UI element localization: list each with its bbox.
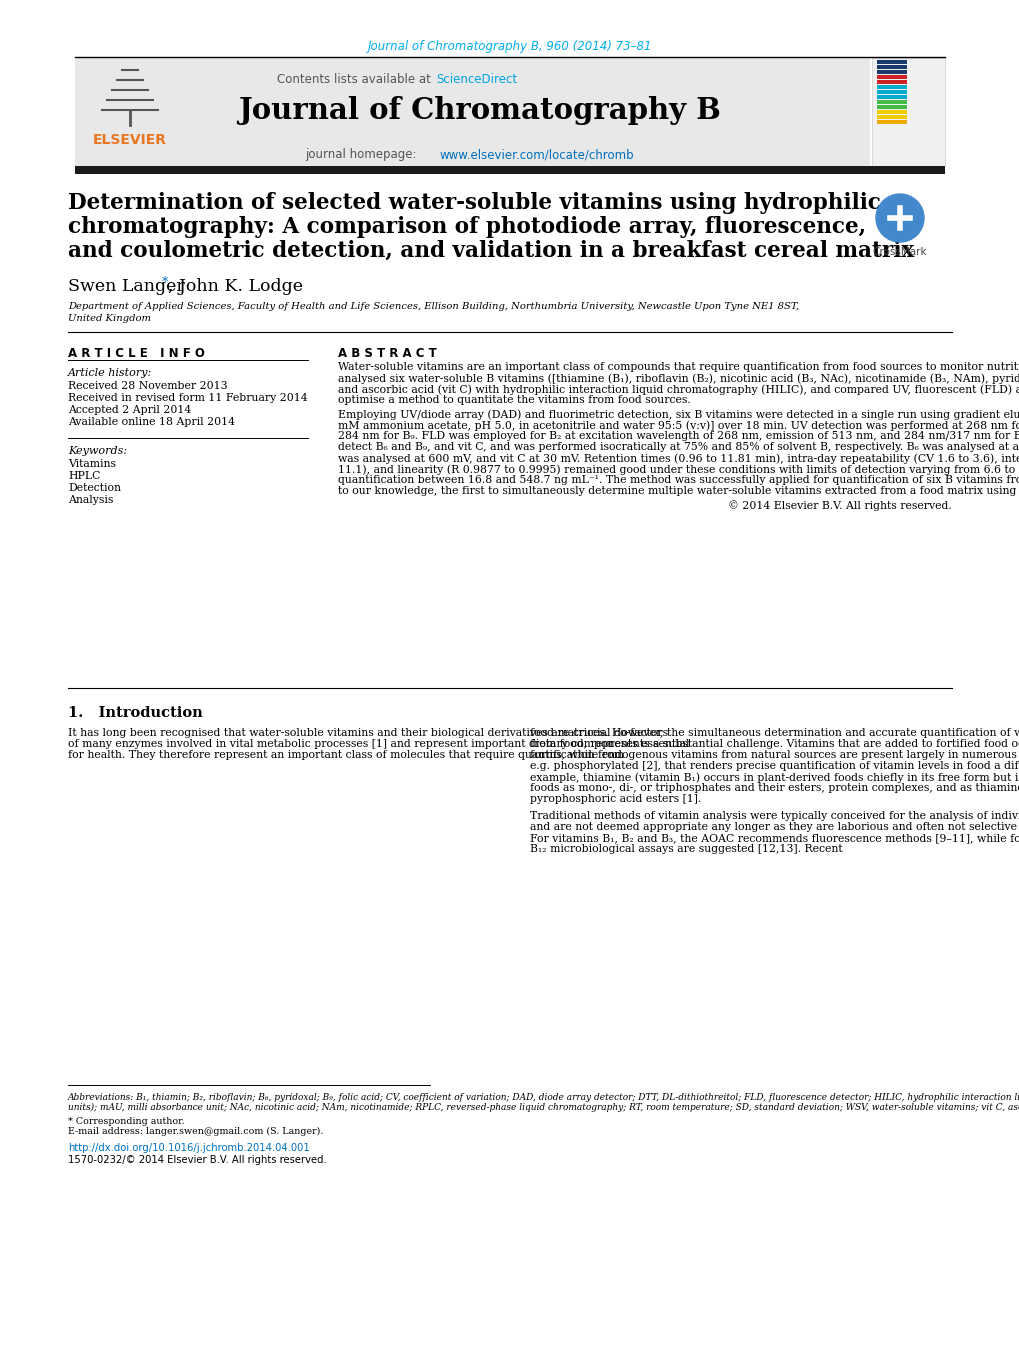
Text: and are not deemed appropriate any longer as they are laborious and often not se: and are not deemed appropriate any longe… xyxy=(530,821,1019,832)
Text: CrossMark: CrossMark xyxy=(872,247,926,257)
Text: ELSEVIER: ELSEVIER xyxy=(93,132,167,147)
Bar xyxy=(876,91,906,95)
Bar xyxy=(876,85,906,89)
Text: foods as mono-, di-, or triphosphates and their esters, protein complexes, and a: foods as mono-, di-, or triphosphates an… xyxy=(530,784,1019,793)
Text: United Kingdom: United Kingdom xyxy=(68,313,151,323)
Text: www.elsevier.com/locate/chromb: www.elsevier.com/locate/chromb xyxy=(439,149,634,161)
Bar xyxy=(75,166,944,174)
Text: Vitamins: Vitamins xyxy=(68,459,116,469)
Text: Traditional methods of vitamin analysis were typically conceived for the analysi: Traditional methods of vitamin analysis … xyxy=(530,811,1019,821)
Text: pyrophosphoric acid esters [1].: pyrophosphoric acid esters [1]. xyxy=(530,794,701,804)
Text: optimise a method to quantitate the vitamins from food sources.: optimise a method to quantitate the vita… xyxy=(337,394,690,405)
Text: e.g. phosphorylated [2], that renders precise quantification of vitamin levels i: e.g. phosphorylated [2], that renders pr… xyxy=(530,761,1019,771)
Text: Swen Langer: Swen Langer xyxy=(68,278,184,295)
Text: detect B₆ and B₉, and vit C, and was performed isocratically at 75% and 85% of s: detect B₆ and B₉, and vit C, and was per… xyxy=(337,442,1019,453)
Bar xyxy=(876,76,906,78)
Bar xyxy=(871,58,944,166)
Text: Analysis: Analysis xyxy=(68,494,113,505)
Text: A B S T R A C T: A B S T R A C T xyxy=(337,347,436,359)
Bar xyxy=(876,80,906,84)
Text: from food, represents a substantial challenge. Vitamins that are added to fortif: from food, represents a substantial chal… xyxy=(530,739,1019,748)
Bar xyxy=(876,115,906,119)
Text: http://dx.doi.org/10.1016/j.jchromb.2014.04.001: http://dx.doi.org/10.1016/j.jchromb.2014… xyxy=(68,1143,310,1152)
Text: chromatography: A comparison of photodiode array, fluorescence,: chromatography: A comparison of photodio… xyxy=(68,216,865,238)
Text: Article history:: Article history: xyxy=(68,367,152,378)
Text: to our knowledge, the first to simultaneously determine multiple water-soluble v: to our knowledge, the first to simultane… xyxy=(337,486,1019,496)
Text: Accepted 2 April 2014: Accepted 2 April 2014 xyxy=(68,405,192,415)
Text: Contents lists available at: Contents lists available at xyxy=(277,73,434,86)
Text: Available online 18 April 2014: Available online 18 April 2014 xyxy=(68,417,234,427)
Bar xyxy=(876,109,906,113)
Text: B₁₂ microbiological assays are suggested [12,13]. Recent: B₁₂ microbiological assays are suggested… xyxy=(530,844,842,854)
Text: 1570-0232/© 2014 Elsevier B.V. All rights reserved.: 1570-0232/© 2014 Elsevier B.V. All right… xyxy=(68,1155,326,1165)
Text: , John K. Lodge: , John K. Lodge xyxy=(168,278,303,295)
Text: For vitamins B₁, B₂ and B₃, the AOAC recommends fluorescence methods [9–11], whi: For vitamins B₁, B₂ and B₃, the AOAC rec… xyxy=(530,834,1019,843)
Text: HPLC: HPLC xyxy=(68,471,100,481)
Text: Employing UV/diode array (DAD) and fluorimetric detection, six B vitamins were d: Employing UV/diode array (DAD) and fluor… xyxy=(337,409,1019,420)
Text: E-mail address: langer.swen@gmail.com (S. Langer).: E-mail address: langer.swen@gmail.com (S… xyxy=(68,1127,323,1136)
Text: and ascorbic acid (vit C) with hydrophilic interaction liquid chromatography (HI: and ascorbic acid (vit C) with hydrophil… xyxy=(337,384,1019,394)
Text: mM ammonium acetate, pH 5.0, in acetonitrile and water 95:5 (v:v)] over 18 min. : mM ammonium acetate, pH 5.0, in acetonit… xyxy=(337,420,1019,431)
Text: was analysed at 600 mV, and vit C at 30 mV. Retention times (0.96 to 11.81 min),: was analysed at 600 mV, and vit C at 30 … xyxy=(337,453,1019,463)
Text: journal homepage:: journal homepage: xyxy=(305,149,420,161)
Text: Received 28 November 2013: Received 28 November 2013 xyxy=(68,381,227,390)
Text: Keywords:: Keywords: xyxy=(68,446,127,457)
Text: Department of Applied Sciences, Faculty of Health and Life Sciences, Ellison Bui: Department of Applied Sciences, Faculty … xyxy=(68,303,798,311)
Text: Determination of selected water-soluble vitamins using hydrophilic: Determination of selected water-soluble … xyxy=(68,192,880,213)
Text: analysed six water-soluble B vitamins ([thiamine (B₁), riboflavin (B₂), nicotini: analysed six water-soluble B vitamins ([… xyxy=(337,373,1019,384)
Text: Detection: Detection xyxy=(68,484,121,493)
Text: for health. They therefore represent an important class of molecules that requir: for health. They therefore represent an … xyxy=(68,750,624,761)
Text: ScienceDirect: ScienceDirect xyxy=(435,73,517,86)
Text: Journal of Chromatography B: Journal of Chromatography B xyxy=(238,96,720,126)
Text: units); mAU, milli absorbance unit; NAc, nicotinic acid; NAm, nicotinamide; RPLC: units); mAU, milli absorbance unit; NAc,… xyxy=(68,1102,1019,1112)
Text: *: * xyxy=(162,276,168,289)
Text: A R T I C L E   I N F O: A R T I C L E I N F O xyxy=(68,347,205,359)
Text: © 2014 Elsevier B.V. All rights reserved.: © 2014 Elsevier B.V. All rights reserved… xyxy=(728,500,951,511)
Text: quantification between 16.8 and 548.7 ng mL⁻¹. The method was successfully appli: quantification between 16.8 and 548.7 ng… xyxy=(337,476,1019,485)
Text: example, thiamine (vitamin B₁) occurs in plant-derived foods chiefly in its free: example, thiamine (vitamin B₁) occurs in… xyxy=(530,771,1019,782)
Text: 1.   Introduction: 1. Introduction xyxy=(68,707,203,720)
Circle shape xyxy=(875,195,923,242)
Text: food matrices. However, the simultaneous determination and accurate quantificati: food matrices. However, the simultaneous… xyxy=(530,728,1019,738)
Text: 11.1), and linearity (R 0.9877 to 0.9995) remained good under these conditions w: 11.1), and linearity (R 0.9877 to 0.9995… xyxy=(337,463,1019,474)
Text: of many enzymes involved in vital metabolic processes [1] and represent importan: of many enzymes involved in vital metabo… xyxy=(68,739,689,748)
Bar xyxy=(876,100,906,104)
Bar xyxy=(876,59,906,63)
Text: Received in revised form 11 February 2014: Received in revised form 11 February 201… xyxy=(68,393,308,403)
Text: It has long been recognised that water-soluble vitamins and their biological der: It has long been recognised that water-s… xyxy=(68,728,667,738)
Text: 284 nm for B₉. FLD was employed for B₂ at excitation wavelength of 268 nm, emiss: 284 nm for B₉. FLD was employed for B₂ a… xyxy=(337,431,1019,440)
Bar xyxy=(876,70,906,74)
Bar xyxy=(75,58,869,166)
Bar xyxy=(876,95,906,99)
Text: forms, while endogenous vitamins from natural sources are present largely in num: forms, while endogenous vitamins from na… xyxy=(530,750,1019,761)
Text: Water-soluble vitamins are an important class of compounds that require quantifi: Water-soluble vitamins are an important … xyxy=(337,362,1019,372)
Text: Journal of Chromatography B, 960 (2014) 73–81: Journal of Chromatography B, 960 (2014) … xyxy=(368,41,651,53)
Bar xyxy=(876,120,906,124)
Bar xyxy=(876,105,906,109)
Text: * Corresponding author.: * Corresponding author. xyxy=(68,1117,184,1125)
Text: and coulometric detection, and validation in a breakfast cereal matrix: and coulometric detection, and validatio… xyxy=(68,240,913,262)
Bar xyxy=(876,65,906,69)
Text: Abbreviations: B₁, thiamin; B₂, riboflavin; B₆, pyridoxal; B₉, folic acid; CV, c: Abbreviations: B₁, thiamin; B₂, riboflav… xyxy=(68,1093,1019,1102)
